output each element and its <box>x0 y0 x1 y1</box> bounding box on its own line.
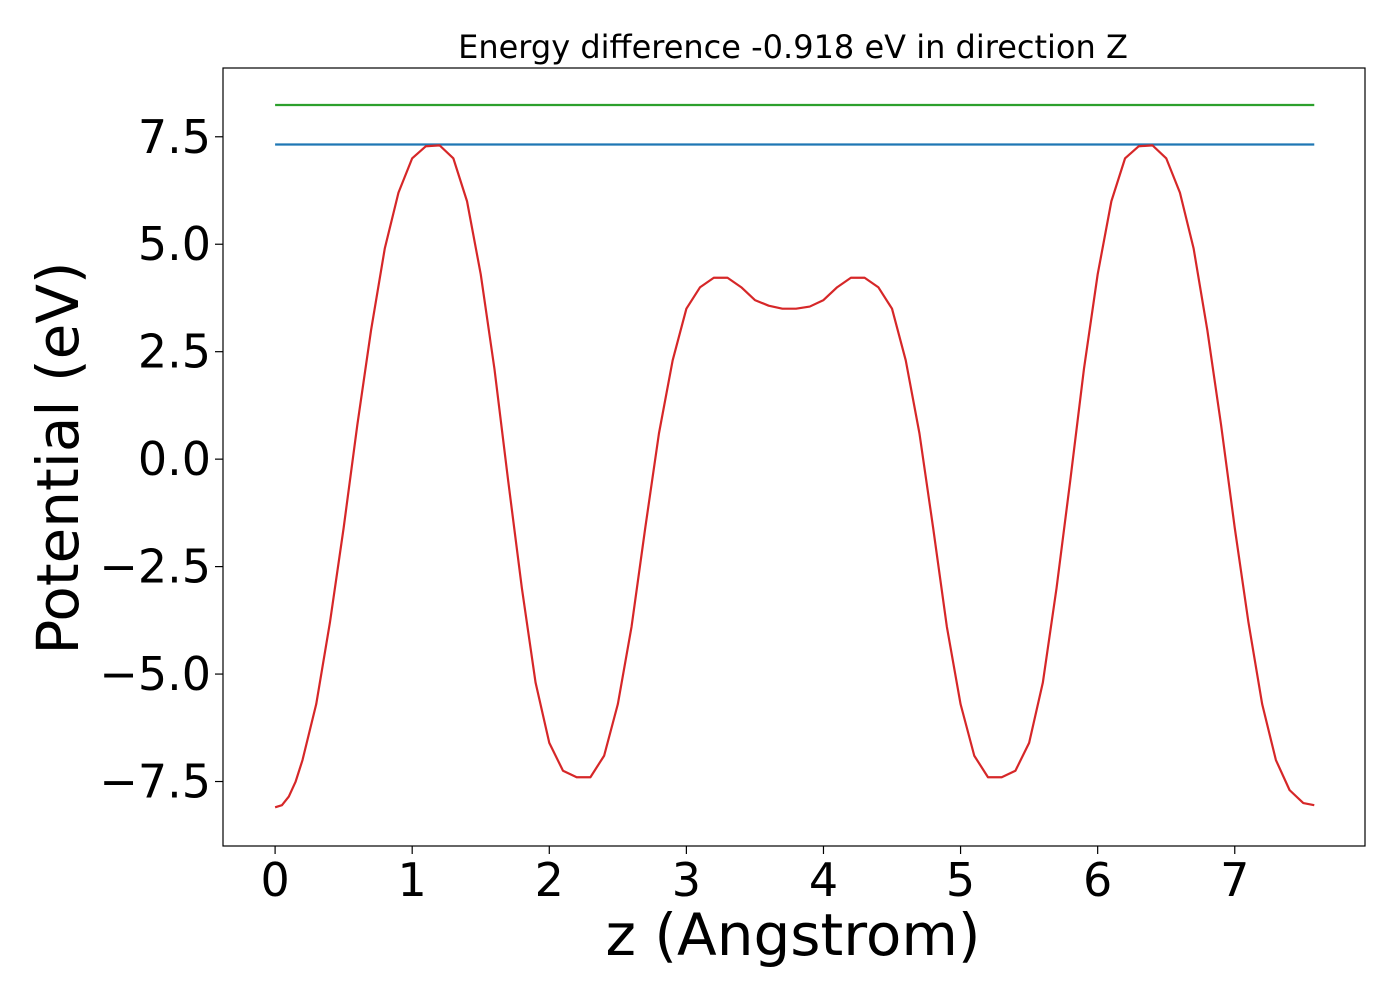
series-line-0 <box>274 144 1315 809</box>
y-tick-label: 0.0 <box>138 432 211 486</box>
x-tick-label: 5 <box>946 853 975 907</box>
y-tick-label: −5.0 <box>99 647 211 701</box>
x-tick-label: 6 <box>1083 853 1112 907</box>
y-tick-label: 2.5 <box>138 325 211 379</box>
chart-title: Energy difference -0.918 eV in direction… <box>458 28 1128 66</box>
x-tick-label: 3 <box>672 853 701 907</box>
plot-frame <box>222 67 1366 847</box>
y-tick-label: 7.5 <box>138 110 211 164</box>
y-tick-label: 5.0 <box>138 217 211 271</box>
y-axis-label: Potential (eV) <box>24 261 92 654</box>
y-tick-label: −2.5 <box>99 540 211 594</box>
x-tick-label: 4 <box>809 853 838 907</box>
x-tick-label: 1 <box>398 853 427 907</box>
axis-ticks: 0 1 2 3 4 5 6 7 −7.5 −5.0 −2.5 0.0 2.5 5.0 7.5 <box>99 110 1249 907</box>
x-tick-label: 0 <box>260 853 289 907</box>
plot-area <box>274 103 1315 809</box>
y-tick-label: −7.5 <box>99 755 211 809</box>
x-tick-label: 7 <box>1220 853 1249 907</box>
x-axis-label: z (Angstrom) <box>606 901 981 969</box>
x-tick-label: 2 <box>535 853 564 907</box>
